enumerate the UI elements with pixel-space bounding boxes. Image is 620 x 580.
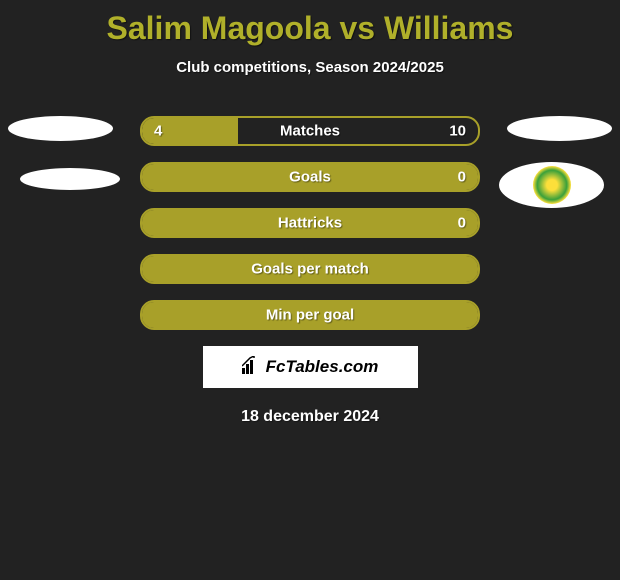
stat-label: Matches [280,123,340,140]
club-crest-icon [533,166,571,204]
stat-label: Goals per match [251,261,369,278]
stat-row-matches: 4 Matches 10 [140,116,480,146]
stat-label: Hattricks [278,215,342,232]
player-left-badge-2 [20,168,120,190]
site-logo: FcTables.com [203,346,418,388]
stat-right-value: 10 [449,123,466,140]
stat-right-value: 0 [458,215,466,232]
stat-row-goals: Goals 0 [140,162,480,192]
player-left-badge-1 [8,116,113,141]
stat-rows: 4 Matches 10 Goals 0 Hattricks 0 Goals p… [140,116,480,330]
player-right-badge-1 [507,116,612,141]
stat-label: Min per goal [266,307,354,324]
logo-text: FcTables.com [266,357,379,377]
chart-icon [242,356,262,379]
player-right-badge-2 [499,162,604,208]
stat-left-value: 4 [154,123,162,140]
stat-row-hattricks: Hattricks 0 [140,208,480,238]
stats-container: 4 Matches 10 Goals 0 Hattricks 0 Goals p… [0,116,620,330]
stat-row-min-per-goal: Min per goal [140,300,480,330]
stat-row-goals-per-match: Goals per match [140,254,480,284]
stat-right-value: 0 [458,169,466,186]
stat-label: Goals [289,169,331,186]
date-label: 18 december 2024 [0,408,620,426]
page-title: Salim Magoola vs Williams [0,0,620,47]
subtitle: Club competitions, Season 2024/2025 [0,59,620,76]
